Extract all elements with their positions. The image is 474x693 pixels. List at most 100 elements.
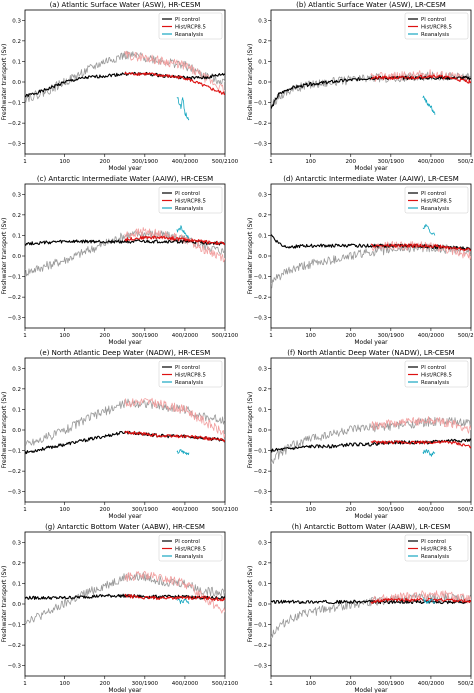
y-tick-label: −0.3 [254,316,268,322]
x-tick-label: 300/1900 [132,333,159,339]
x-tick-label: 300/1900 [378,333,405,339]
y-tick-label: −0.1 [8,449,21,455]
x-tick-label: 300/1900 [132,507,159,513]
x-tick-label: 100 [59,507,70,513]
y-tick-label: −0.2 [254,469,267,475]
x-tick-label: 500/2100 [458,159,474,165]
y-tick-label: −0.3 [254,142,268,148]
y-tick-label: −0.3 [254,490,268,496]
x-tick-label: 300/1900 [378,507,405,513]
y-tick-label: −0.1 [254,101,267,107]
y-tick-label: 0.3 [258,540,267,546]
legend-label: PI control [175,191,200,197]
panel-3: (c) Antarctic Intermediate Water (AAIW),… [1,175,239,346]
y-tick-label: 0.2 [12,213,21,219]
legend-box [404,186,469,214]
x-tick-label: 500/2100 [458,681,474,687]
legend-label: Reanalysis [421,554,449,560]
y-tick-label: 0.0 [12,602,21,608]
y-tick-label: 0.0 [258,428,267,434]
series-line-pi-control [271,599,471,605]
y-tick-label: 0.2 [258,561,267,567]
series-group [25,50,225,121]
y-tick-label: −0.2 [8,121,21,127]
legend-box [404,360,469,388]
legend-label: PI control [421,539,446,545]
y-tick-label: −0.1 [8,623,21,629]
legend-label: PI control [175,539,200,545]
legend-label: Reanalysis [175,554,203,560]
y-tick-label: −0.1 [254,623,267,629]
y-tick-label: −0.2 [254,643,267,649]
series-line-pi-control [271,234,471,251]
y-tick-label: 0.0 [12,254,21,260]
x-tick-label: 500/2100 [212,681,239,687]
x-tick-label: 500/2100 [212,159,239,165]
y-tick-label: 0.0 [258,254,267,260]
series-line-pi-control [271,438,471,453]
x-tick-label: 500/2100 [458,507,474,513]
legend-label: PI control [421,191,446,197]
series-line-shading [124,570,225,614]
y-axis-label: Freshwater transport (Sv) [1,392,8,469]
y-tick-label: −0.1 [8,275,21,281]
x-tick-label: 400/2000 [418,681,445,687]
x-axis-label: Model year [108,165,142,172]
x-tick-label: 1 [23,507,27,513]
panel-title: (c) Antarctic Intermediate Water (AAIW),… [37,175,213,183]
y-tick-label: 0.1 [12,407,21,413]
panel-title: (h) Antarctic Bottom Water (AABW), LR-CE… [292,523,451,531]
series-line-hist-rcp8-5 [370,243,471,252]
legend-box [404,534,469,562]
series-line-shading [271,592,471,638]
x-axis-label: Model year [354,339,388,346]
legend-label: Hist/RCP8.5 [421,25,452,31]
y-tick-label: 0.0 [12,80,21,86]
series-group [271,69,471,115]
y-tick-label: −0.2 [254,295,267,301]
x-tick-label: 1 [269,681,273,687]
panel-title: (d) Antarctic Intermediate Water (AAIW),… [283,175,459,183]
series-line-shading [25,230,225,277]
x-tick-label: 200 [346,159,357,165]
legend-label: PI control [175,365,200,371]
x-axis-label: Model year [354,165,388,172]
x-tick-label: 300/1900 [132,681,159,687]
y-axis-label: Freshwater transport (Sv) [1,218,8,295]
series-line-hist-rcp8-5 [124,235,225,246]
y-axis-label: Freshwater transport (Sv) [1,44,8,121]
panel-6: (f) North Atlantic Deep Water (NADW), LR… [247,349,474,520]
series-line-shading [370,416,471,434]
x-axis-label: Model year [354,513,388,520]
x-tick-label: 200 [100,507,111,513]
y-tick-label: 0.1 [258,581,267,587]
x-tick-label: 1 [23,681,27,687]
x-tick-label: 200 [100,333,111,339]
y-tick-label: −0.2 [254,121,267,127]
y-tick-label: −0.3 [8,664,22,670]
y-axis-label: Freshwater transport (Sv) [247,392,254,469]
x-tick-label: 400/2000 [172,159,199,165]
x-tick-label: 1 [269,333,273,339]
y-tick-label: −0.3 [8,142,22,148]
y-tick-label: 0.2 [12,387,21,393]
x-tick-label: 100 [305,507,316,513]
y-axis-label: Freshwater transport (Sv) [247,44,254,121]
y-tick-label: −0.1 [254,449,267,455]
y-tick-label: −0.1 [254,275,267,281]
panel-5: (e) North Atlantic Deep Water (NADW), HR… [1,349,239,520]
x-tick-label: 200 [100,681,111,687]
series-line-hist-rcp8-5 [370,440,471,449]
y-tick-label: −0.2 [8,295,21,301]
legend-label: Reanalysis [175,206,203,212]
series-line-shading [124,50,225,93]
panel-title: (f) North Atlantic Deep Water (NADW), LR… [287,349,454,357]
series-line-reanalysis [422,223,436,236]
legend-box [158,360,223,388]
x-tick-label: 1 [23,333,27,339]
y-tick-label: 0.1 [258,233,267,239]
legend-box [158,12,223,40]
y-tick-label: 0.2 [258,39,267,45]
x-tick-label: 200 [346,507,357,513]
